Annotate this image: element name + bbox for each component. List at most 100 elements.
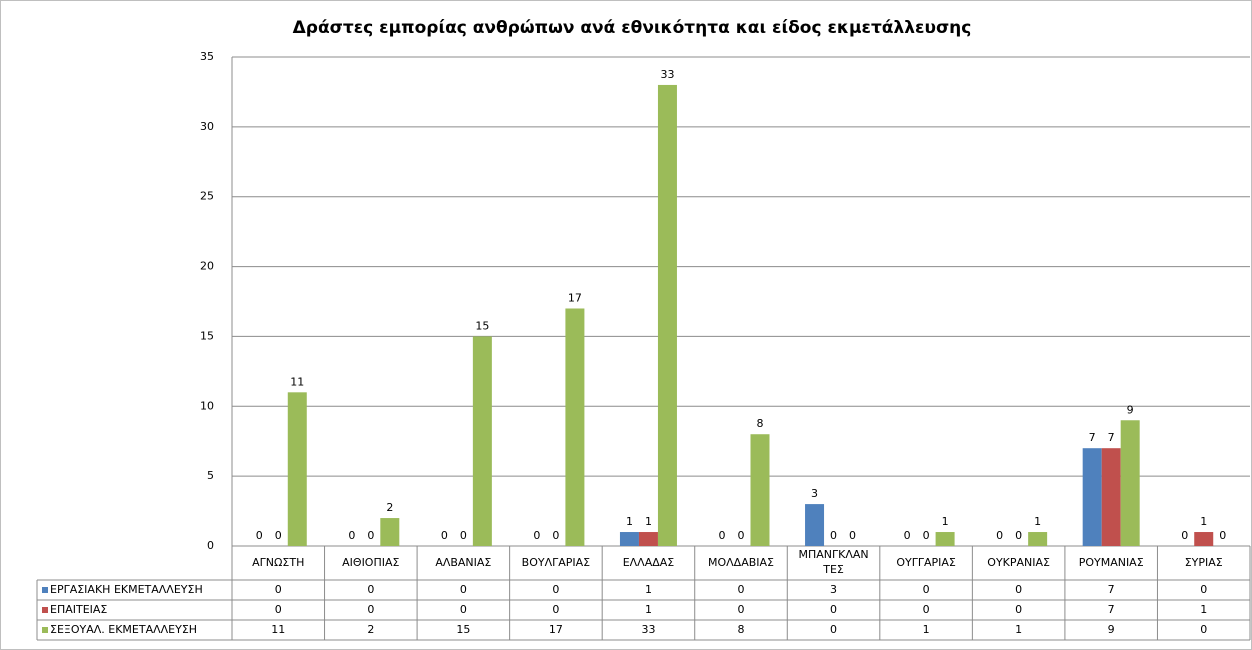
- bar: [638, 532, 658, 546]
- y-tick-label: 35: [200, 50, 214, 63]
- table-cell: 17: [549, 623, 563, 636]
- table-cell: 0: [552, 603, 559, 616]
- bar: [750, 434, 770, 546]
- table-cell: 1: [645, 583, 652, 596]
- table-cell: 0: [1200, 583, 1207, 596]
- x-tick-label: ΒΟΥΛΓΑΡΙΑΣ: [522, 556, 591, 569]
- bar: [657, 84, 677, 546]
- table-cell: 15: [456, 623, 470, 636]
- table-cell: 7: [1108, 603, 1115, 616]
- x-tick-label: ΑΛΒΑΝΙΑΣ: [435, 556, 491, 569]
- legend-label: ΕΡΓΑΣΙΑΚΗ ΕΚΜΕΤΑΛΛΕΥΣΗ: [50, 583, 203, 596]
- x-tick-label: ΑΙΘΙΟΠΙΑΣ: [342, 556, 399, 569]
- x-tick-label: ΟΥΓΓΑΡΙΑΣ: [896, 556, 956, 569]
- table-cell: 8: [738, 623, 745, 636]
- data-label: 7: [1108, 431, 1115, 444]
- data-label: 0: [1181, 529, 1188, 542]
- table-cell: 0: [275, 583, 282, 596]
- table-cell: 0: [552, 583, 559, 596]
- x-tick-label: ΟΥΚΡΑΝΙΑΣ: [987, 556, 1050, 569]
- data-label: 0: [1015, 529, 1022, 542]
- table-cell: 7: [1108, 583, 1115, 596]
- data-label: 8: [757, 417, 764, 430]
- y-tick-label: 10: [200, 399, 214, 412]
- data-label: 15: [475, 319, 489, 332]
- bar: [1120, 420, 1140, 546]
- data-label: 1: [1200, 515, 1207, 528]
- table-cell: 1: [923, 623, 930, 636]
- table-cell: 1: [1200, 603, 1207, 616]
- data-label: 2: [386, 501, 393, 514]
- table-cell: 0: [1015, 603, 1022, 616]
- data-label: 0: [441, 529, 448, 542]
- table-cell: 0: [830, 603, 837, 616]
- table-cell: 0: [1015, 583, 1022, 596]
- data-label: 0: [256, 529, 263, 542]
- bar: [805, 504, 825, 546]
- bar: [472, 336, 492, 546]
- y-tick-label: 30: [200, 120, 214, 133]
- bar: [619, 532, 639, 546]
- table-cell: 0: [923, 603, 930, 616]
- table-cell: 0: [1200, 623, 1207, 636]
- data-label: 0: [738, 529, 745, 542]
- table-cell: 0: [460, 583, 467, 596]
- data-label: 3: [811, 487, 818, 500]
- legend-swatch: [42, 587, 48, 593]
- table-cell: 0: [367, 603, 374, 616]
- legend-swatch: [42, 627, 48, 633]
- x-tick-label: ΣΥΡΙΑΣ: [1185, 556, 1223, 569]
- data-label: 0: [849, 529, 856, 542]
- data-label: 0: [904, 529, 911, 542]
- y-tick-label: 20: [200, 260, 214, 273]
- bar: [287, 392, 307, 546]
- data-label: 0: [348, 529, 355, 542]
- bar: [565, 308, 585, 546]
- bar: [935, 532, 955, 546]
- table-cell: 0: [923, 583, 930, 596]
- data-label: 0: [1219, 529, 1226, 542]
- data-label: 9: [1127, 403, 1134, 416]
- table-cell: 0: [275, 603, 282, 616]
- x-tick-label: ΜΠΑΝΓΚΛΑΝ ΤΕΣ: [798, 548, 868, 576]
- bar: [1082, 448, 1102, 546]
- x-tick-label: ΜΟΛΔΑΒΙΑΣ: [708, 556, 774, 569]
- table-cell: 3: [830, 583, 837, 596]
- table-cell: 0: [367, 583, 374, 596]
- data-label: 33: [660, 68, 674, 81]
- y-tick-label: 0: [207, 539, 214, 552]
- legend-label: ΕΠΑΙΤΕΙΑΣ: [50, 603, 107, 616]
- legend-swatch: [42, 607, 48, 613]
- table-cell: 1: [645, 603, 652, 616]
- data-label: 0: [996, 529, 1003, 542]
- data-label: 0: [533, 529, 540, 542]
- data-label: 0: [460, 529, 467, 542]
- table-cell: 0: [460, 603, 467, 616]
- table-cell: 0: [738, 603, 745, 616]
- data-label: 17: [568, 291, 582, 304]
- y-tick-label: 15: [200, 329, 214, 342]
- data-label: 0: [923, 529, 930, 542]
- table-cell: 0: [738, 583, 745, 596]
- chart-title: Δράστες εμπορίας ανθρώπων ανά εθνικότητα…: [293, 18, 972, 38]
- x-tick-label: ΕΛΛΑΔΑΣ: [623, 556, 675, 569]
- x-tick-label: ΡΟΥΜΑΝΙΑΣ: [1079, 556, 1144, 569]
- data-label: 1: [626, 515, 633, 528]
- data-label: 0: [830, 529, 837, 542]
- bar: [1101, 448, 1121, 546]
- bar: [1194, 532, 1214, 546]
- bar: [1028, 532, 1048, 546]
- data-label: 1: [942, 515, 949, 528]
- table-cell: 9: [1108, 623, 1115, 636]
- data-label: 0: [552, 529, 559, 542]
- data-label: 0: [275, 529, 282, 542]
- data-label: 0: [719, 529, 726, 542]
- data-label: 0: [367, 529, 374, 542]
- table-cell: 2: [367, 623, 374, 636]
- data-label: 1: [1034, 515, 1041, 528]
- bar: [380, 518, 400, 546]
- table-cell: 11: [271, 623, 285, 636]
- x-tick-label: ΑΓΝΩΣΤΗ: [252, 556, 304, 569]
- data-label: 11: [290, 375, 304, 388]
